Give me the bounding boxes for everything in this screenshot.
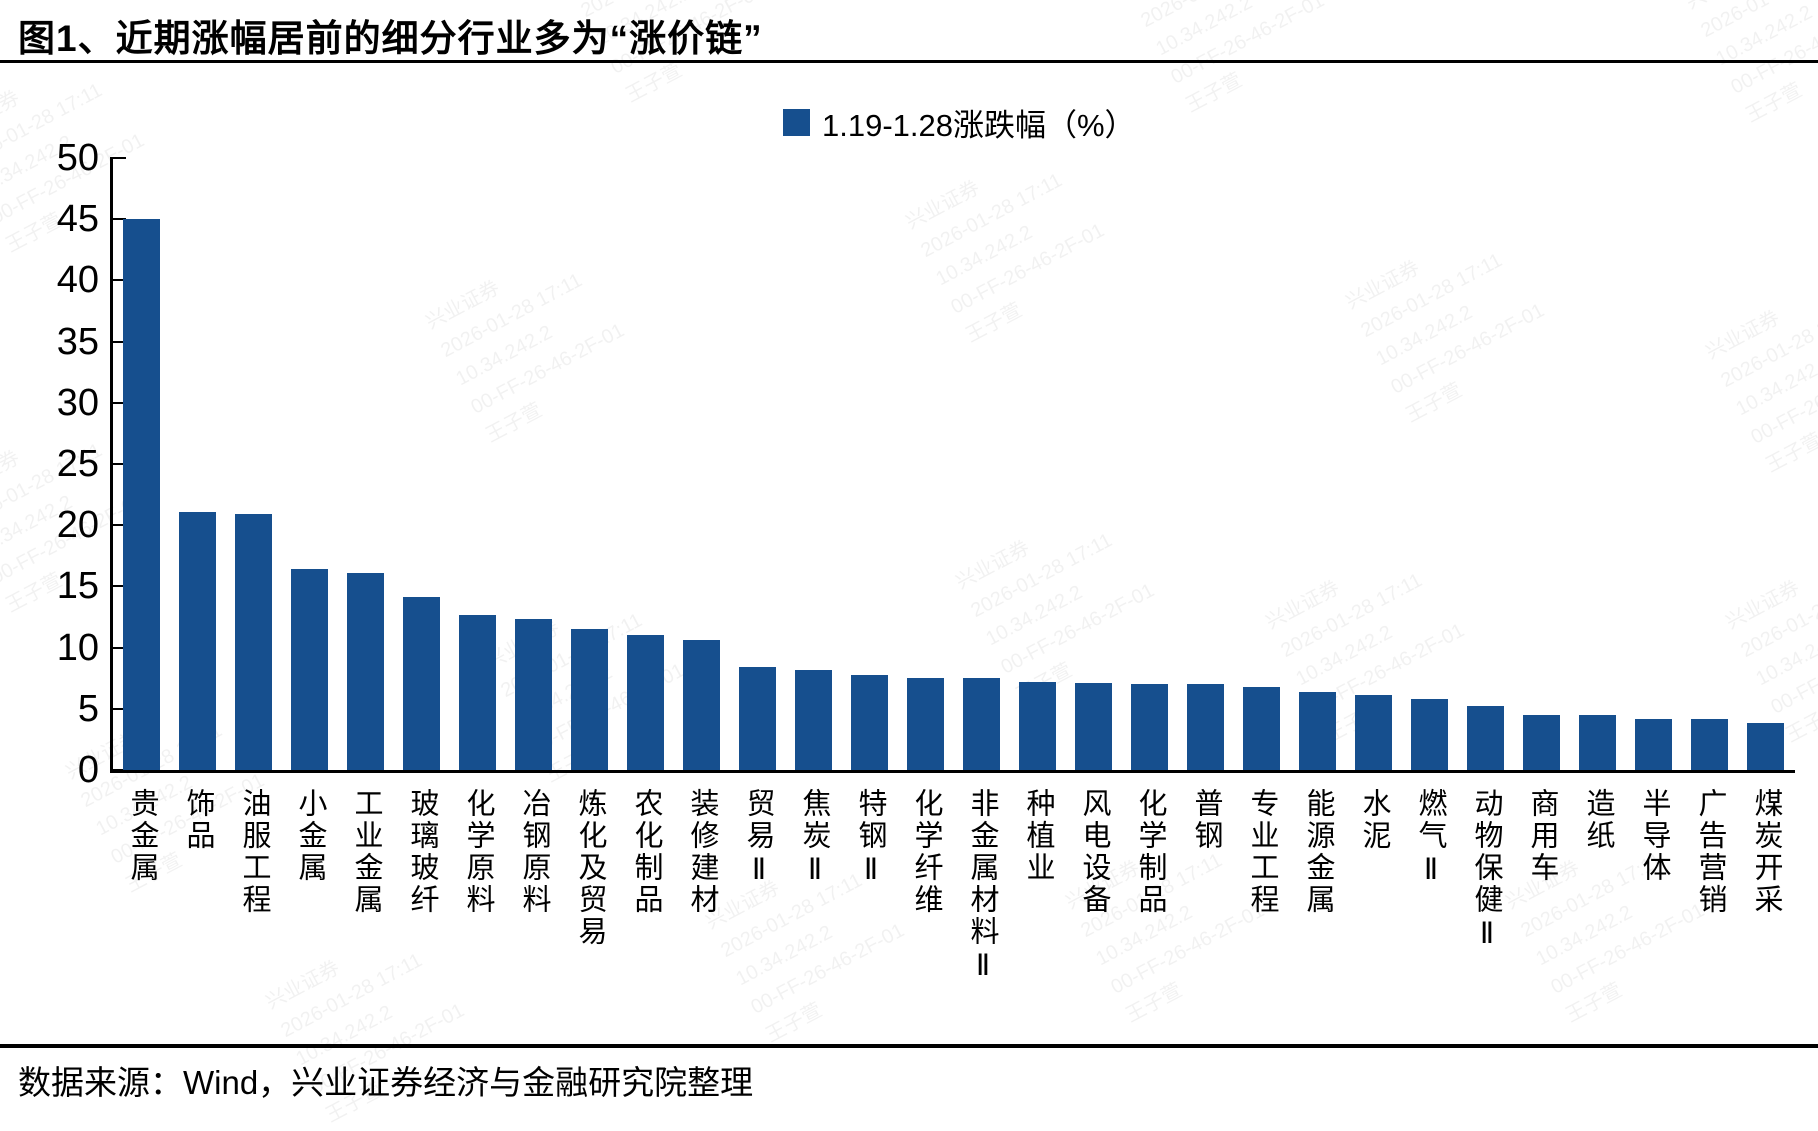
x-tick-label: 炼化及贸易 (574, 788, 606, 948)
bar (1298, 691, 1336, 770)
x-tick-label: 农化制品 (630, 788, 662, 916)
x-tick-label: 广告营销 (1694, 788, 1726, 916)
y-tick (113, 463, 126, 465)
footer-divider (0, 1044, 1818, 1048)
y-tick (113, 585, 126, 588)
chart-title: 图1、近期涨幅居前的细分行业多为“涨价链” (18, 18, 763, 59)
x-tick-label: 特钢Ⅱ (854, 788, 886, 889)
legend-label: 1.19-1.28涨跌幅（%） (822, 108, 1136, 143)
x-tick-label: 贵金属 (126, 788, 158, 884)
chart-legend: 1.19-1.28涨跌幅（%） (783, 100, 1136, 145)
y-axis (110, 157, 113, 770)
bar (514, 619, 552, 770)
y-tick-label: 30 (56, 381, 99, 424)
bar (962, 678, 1000, 770)
y-tick-label: 0 (77, 749, 99, 791)
x-tick-label: 焦炭Ⅱ (798, 788, 830, 889)
x-tick-label: 半导体 (1638, 788, 1670, 884)
y-tick-label: 45 (56, 198, 99, 241)
y-tick (113, 279, 126, 282)
bar (906, 678, 944, 770)
bar (1690, 718, 1728, 770)
y-tick-label: 15 (56, 565, 99, 608)
y-tick-label: 50 (56, 137, 99, 179)
y-tick-label: 25 (56, 443, 99, 485)
bar (1522, 714, 1560, 770)
bar (850, 674, 888, 770)
x-tick-label: 饰品 (182, 788, 214, 852)
bar (290, 569, 328, 770)
bar (626, 635, 664, 770)
y-tick-label: 5 (77, 687, 99, 730)
bar (1746, 723, 1784, 770)
bar (458, 614, 496, 770)
bar (234, 514, 272, 770)
bar (738, 667, 776, 770)
x-axis (110, 770, 1795, 773)
x-tick-label: 煤炭开采 (1750, 788, 1782, 916)
x-tick-label: 非金属材料Ⅱ (966, 788, 998, 985)
data-source-note: 数据来源：Wind，兴业证券经济与金融研究院整理 (18, 1064, 754, 1101)
x-tick-label: 专业工程 (1246, 788, 1278, 916)
x-tick-label: 化学纤维 (910, 788, 942, 916)
bar (1242, 686, 1280, 770)
bar (570, 629, 608, 770)
x-tick-label: 工业金属 (350, 788, 382, 916)
title-divider (0, 60, 1818, 63)
bar (1466, 706, 1504, 770)
x-tick-label: 动物保健Ⅱ (1470, 788, 1502, 953)
y-tick-label: 10 (56, 626, 99, 669)
bar (682, 640, 720, 770)
y-tick (113, 401, 126, 404)
x-tick-label: 普钢 (1190, 788, 1222, 852)
bar (1018, 681, 1056, 770)
x-tick-label: 化学原料 (462, 788, 494, 916)
x-tick-label: 造纸 (1582, 788, 1614, 852)
bar (1186, 684, 1224, 770)
x-tick-label: 玻璃玻纤 (406, 788, 438, 916)
bar (178, 511, 216, 770)
y-tick (113, 707, 126, 710)
bar (346, 572, 384, 770)
bar (1634, 718, 1672, 770)
x-tick-label: 能源金属 (1302, 788, 1334, 916)
x-tick-label: 冶钢原料 (518, 788, 550, 916)
y-tick-label: 20 (56, 504, 99, 547)
x-tick-label: 贸易Ⅱ (742, 788, 774, 889)
x-tick-label: 油服工程 (238, 788, 270, 916)
x-tick-label: 风电设备 (1078, 788, 1110, 916)
y-tick-label: 40 (56, 259, 99, 302)
x-tick-label: 装修建材 (686, 788, 718, 916)
x-tick-label: 水泥 (1358, 788, 1390, 852)
bar (402, 597, 440, 770)
x-tick-label: 燃气Ⅱ (1414, 788, 1446, 889)
y-tick-label: 35 (56, 320, 99, 363)
y-tick (113, 340, 126, 343)
bar (1074, 683, 1112, 770)
bar (1130, 684, 1168, 770)
y-tick (113, 157, 126, 159)
y-tick (113, 524, 126, 527)
x-tick-label: 小金属 (294, 788, 326, 884)
y-tick (113, 218, 126, 221)
bar (1410, 699, 1448, 770)
bar (1354, 695, 1392, 770)
bar (122, 219, 160, 770)
bar (1578, 714, 1616, 770)
x-tick-label: 商用车 (1526, 788, 1558, 884)
x-tick-label: 种植业 (1022, 788, 1054, 884)
x-tick-label: 化学制品 (1134, 788, 1166, 916)
legend-marker-icon (783, 109, 810, 136)
y-tick (113, 646, 126, 649)
bar (794, 669, 832, 770)
